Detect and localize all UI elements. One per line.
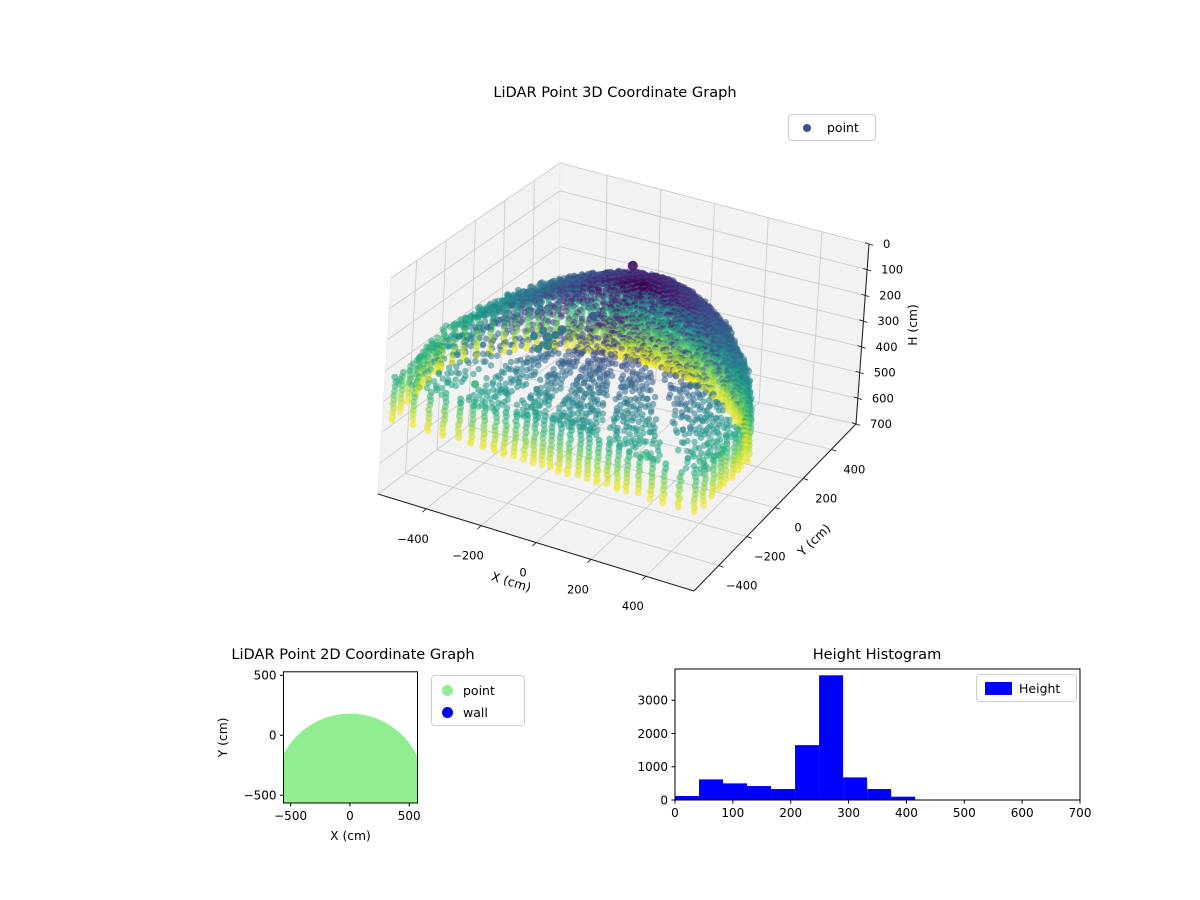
- svg-text:200: 200: [567, 582, 589, 596]
- plot2d-title: LiDAR Point 2D Coordinate Graph: [231, 646, 475, 663]
- plot3d-legend: point: [788, 114, 876, 141]
- legend-label: point: [827, 120, 859, 135]
- legend-item-height: Height: [977, 675, 1076, 701]
- svg-text:400: 400: [843, 462, 865, 476]
- svg-text:0: 0: [794, 521, 801, 535]
- histogram-legend: Height: [976, 674, 1077, 702]
- svg-text:700: 700: [870, 417, 892, 431]
- legend-label: Height: [1019, 680, 1061, 696]
- legend-label: point: [463, 682, 495, 698]
- point-marker-icon: [803, 123, 811, 132]
- svg-text:−200: −200: [452, 549, 484, 563]
- point-marker-icon: [442, 684, 453, 696]
- svg-text:200: 200: [879, 288, 901, 302]
- svg-text:H (cm): H (cm): [906, 304, 920, 346]
- svg-text:600: 600: [872, 391, 894, 405]
- plot3d-canvas: −400 −200 0 200 400 400 200 0 −200 −400 0 100 200 300…: [377, 162, 920, 613]
- svg-text:100: 100: [881, 263, 903, 277]
- histogram-title: Height Histogram: [812, 646, 942, 663]
- plot2d-legend: point wall: [431, 675, 525, 726]
- svg-text:400: 400: [622, 599, 644, 613]
- svg-text:0: 0: [519, 566, 526, 580]
- legend-item-point: point: [432, 679, 524, 701]
- svg-text:200: 200: [815, 491, 837, 505]
- wall-marker-icon: [442, 706, 453, 718]
- svg-text:400: 400: [876, 340, 898, 354]
- height-patch-icon: [985, 681, 1012, 695]
- svg-text:−200: −200: [754, 550, 786, 564]
- legend-label: wall: [463, 704, 488, 720]
- svg-text:−400: −400: [397, 532, 429, 546]
- legend-item-point: point: [789, 115, 875, 140]
- svg-text:0: 0: [883, 237, 890, 251]
- svg-text:500: 500: [874, 366, 896, 380]
- plot3d-title: LiDAR Point 3D Coordinate Graph: [493, 84, 737, 101]
- svg-text:−400: −400: [726, 579, 758, 593]
- svg-text:300: 300: [877, 314, 899, 328]
- legend-item-wall: wall: [432, 701, 524, 723]
